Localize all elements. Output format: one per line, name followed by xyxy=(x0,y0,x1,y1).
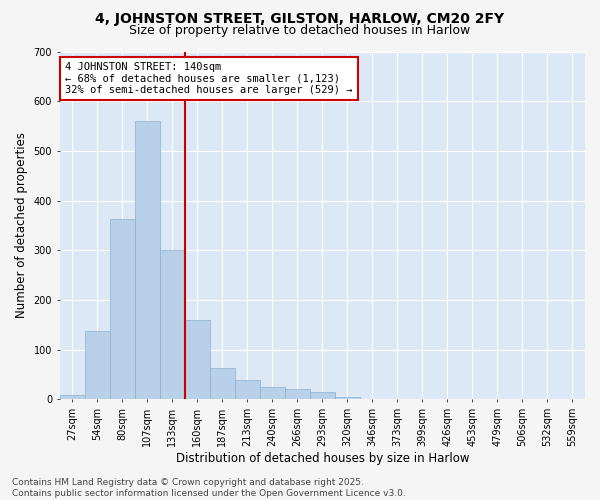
Text: Size of property relative to detached houses in Harlow: Size of property relative to detached ho… xyxy=(130,24,470,37)
Title: 4, JOHNSTON STREET, GILSTON, HARLOW, CM20 2FY
Size of property relative to detac: 4, JOHNSTON STREET, GILSTON, HARLOW, CM2… xyxy=(0,499,1,500)
Bar xyxy=(135,121,160,400)
Text: Contains HM Land Registry data © Crown copyright and database right 2025.
Contai: Contains HM Land Registry data © Crown c… xyxy=(12,478,406,498)
Bar xyxy=(335,397,360,400)
Text: 4, JOHNSTON STREET, GILSTON, HARLOW, CM20 2FY: 4, JOHNSTON STREET, GILSTON, HARLOW, CM2… xyxy=(95,12,505,26)
Bar xyxy=(310,392,335,400)
Bar xyxy=(285,390,310,400)
Text: 4 JOHNSTON STREET: 140sqm
← 68% of detached houses are smaller (1,123)
32% of se: 4 JOHNSTON STREET: 140sqm ← 68% of detac… xyxy=(65,62,352,95)
Bar xyxy=(185,320,210,400)
Bar xyxy=(85,332,110,400)
Y-axis label: Number of detached properties: Number of detached properties xyxy=(15,132,28,318)
X-axis label: Distribution of detached houses by size in Harlow: Distribution of detached houses by size … xyxy=(176,452,469,465)
Bar xyxy=(235,380,260,400)
Bar xyxy=(210,368,235,400)
Bar xyxy=(59,396,85,400)
Bar xyxy=(260,387,285,400)
Bar xyxy=(110,219,135,400)
Bar xyxy=(160,250,185,400)
